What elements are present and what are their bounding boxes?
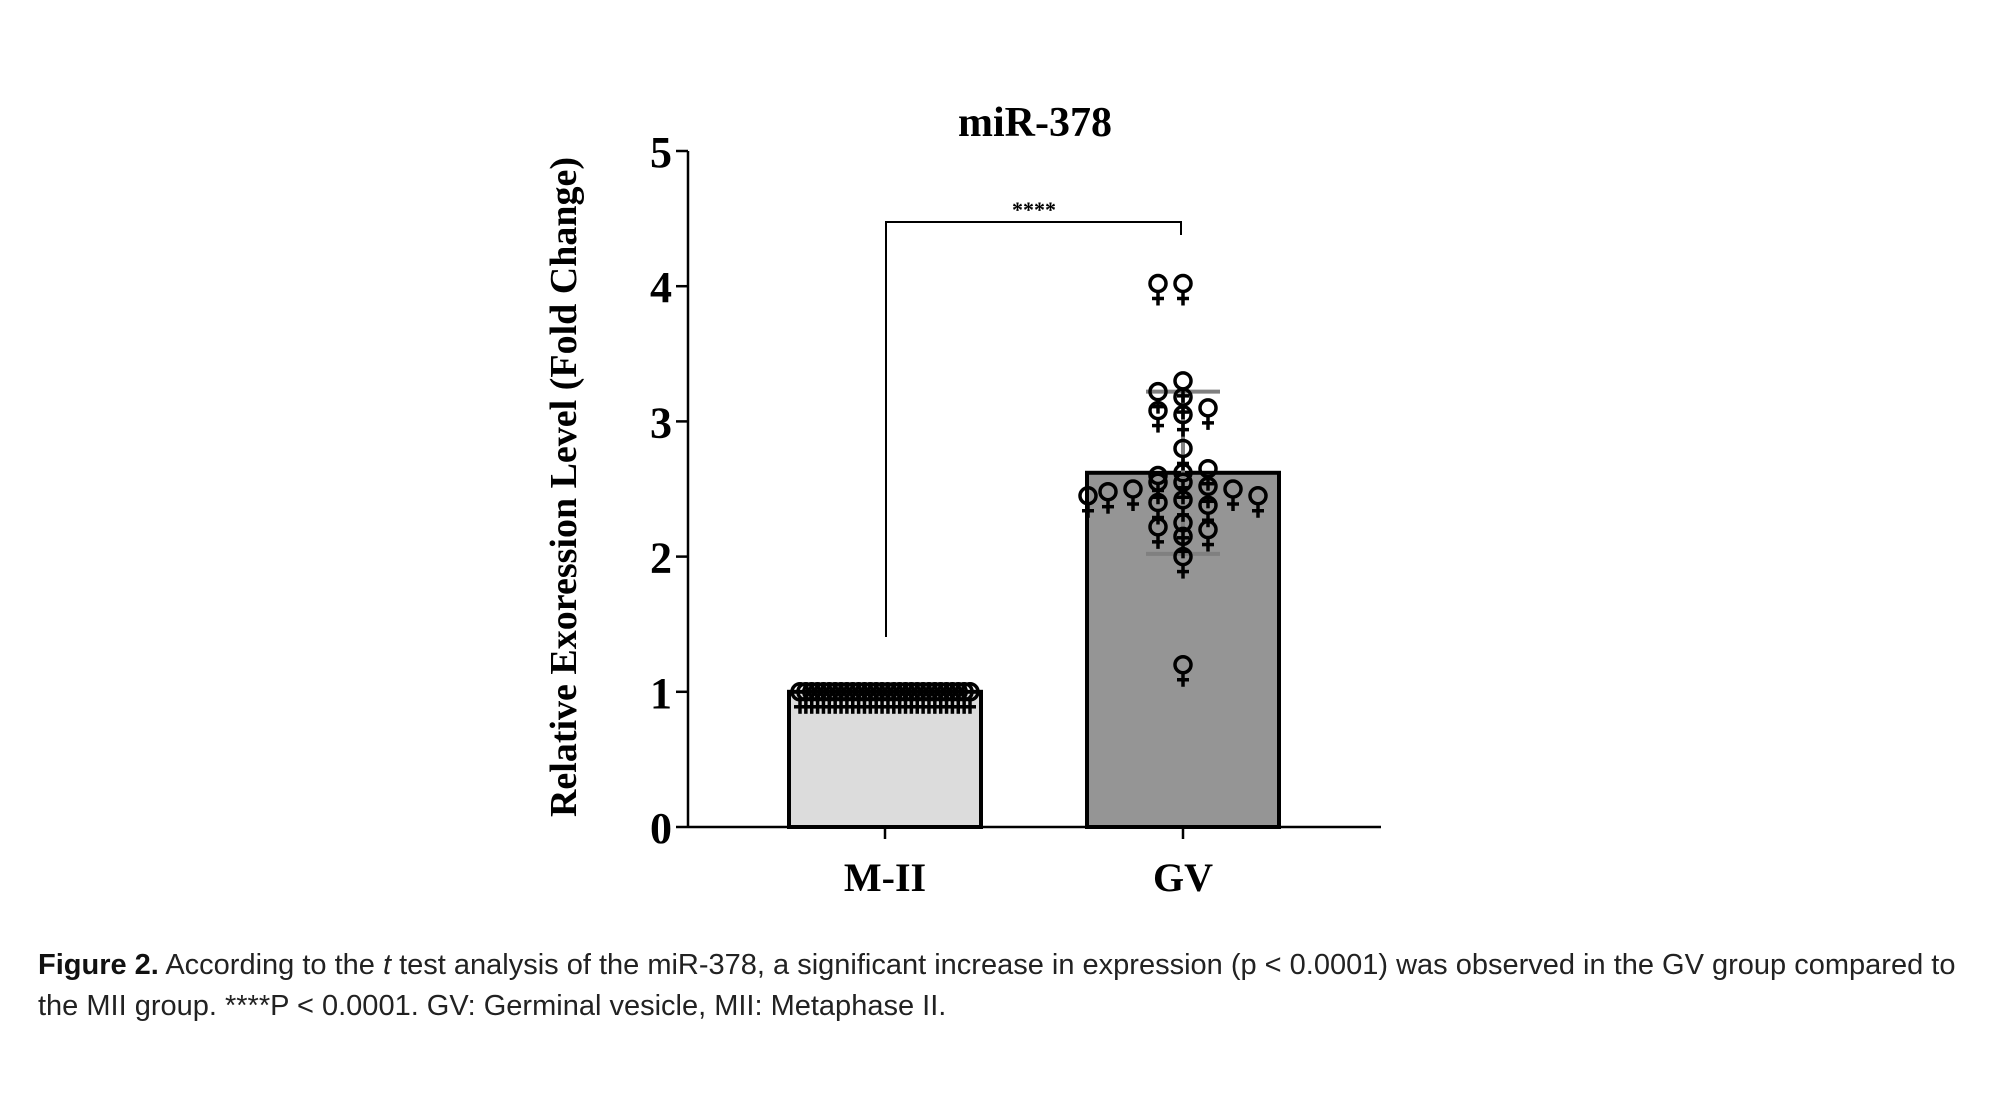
data-point-gv: [1173, 404, 1193, 437]
data-point-gv: [1173, 273, 1193, 306]
female-symbol-icon: [1173, 273, 1193, 294]
female-symbol-icon: [1148, 273, 1168, 294]
y-tick-label: 3: [650, 398, 672, 447]
caption-italic: t: [382, 949, 392, 981]
data-point-gv: [1123, 479, 1143, 511]
data-point-gv: [1148, 273, 1168, 306]
caption-text-2: test analysis of the miR-378, a signific…: [38, 949, 1956, 1022]
caption-text: According to the: [165, 949, 383, 981]
chart-title: miR-378: [958, 100, 1112, 146]
figure-caption: Figure 2. According to the t test analys…: [38, 945, 1978, 1027]
data-point-gv: [1148, 381, 1168, 414]
y-tick-label: 0: [650, 804, 672, 853]
y-axis-label: Relative Exoression Level (Fold Change): [543, 157, 585, 817]
y-tick-label: 4: [650, 263, 672, 312]
x-tick-label: M-II: [844, 855, 926, 900]
data-point-gv: [1173, 513, 1193, 545]
data-point-gv: [1148, 517, 1168, 549]
data-point-gv: [1098, 481, 1118, 514]
data-point-gv: [1078, 486, 1098, 518]
data-point-gv: [1148, 400, 1168, 433]
data-point-gv: [1198, 519, 1218, 552]
y-tick-label: 2: [650, 534, 672, 583]
y-tick-label: 1: [650, 669, 672, 718]
female-symbol-icon: [1198, 398, 1218, 418]
data-point-m-ii: [960, 682, 980, 714]
caption-label: Figure 2.: [38, 949, 159, 981]
data-point-gv: [1223, 479, 1243, 511]
data-point-gv: [1173, 655, 1193, 687]
female-symbol-icon: [1173, 371, 1193, 391]
data-point-gv: [1248, 486, 1268, 518]
data-point-gv: [1198, 398, 1218, 430]
significance-bracket: ****: [885, 197, 1182, 637]
x-tick-label: GV: [1153, 855, 1213, 900]
data-point-gv: [1173, 546, 1193, 579]
y-tick-label: 5: [650, 128, 672, 177]
bar-chart: miR-378 Relative Exoression Level (Fold …: [543, 100, 1381, 900]
significance-label: ****: [1012, 197, 1056, 222]
